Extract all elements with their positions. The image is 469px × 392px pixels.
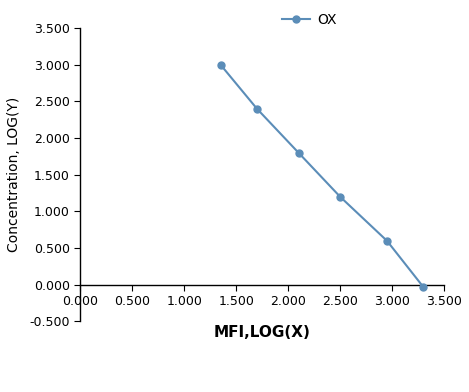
OX [384,238,390,243]
Legend: OX: OX [277,7,342,33]
OX [218,62,223,67]
OX [337,194,343,199]
Y-axis label: Concentration, LOG(Y): Concentration, LOG(Y) [7,97,21,252]
X-axis label: MFI,LOG(X): MFI,LOG(X) [214,325,310,340]
Line: OX: OX [217,61,427,290]
OX [296,151,302,155]
OX [421,285,426,289]
OX [254,106,260,111]
